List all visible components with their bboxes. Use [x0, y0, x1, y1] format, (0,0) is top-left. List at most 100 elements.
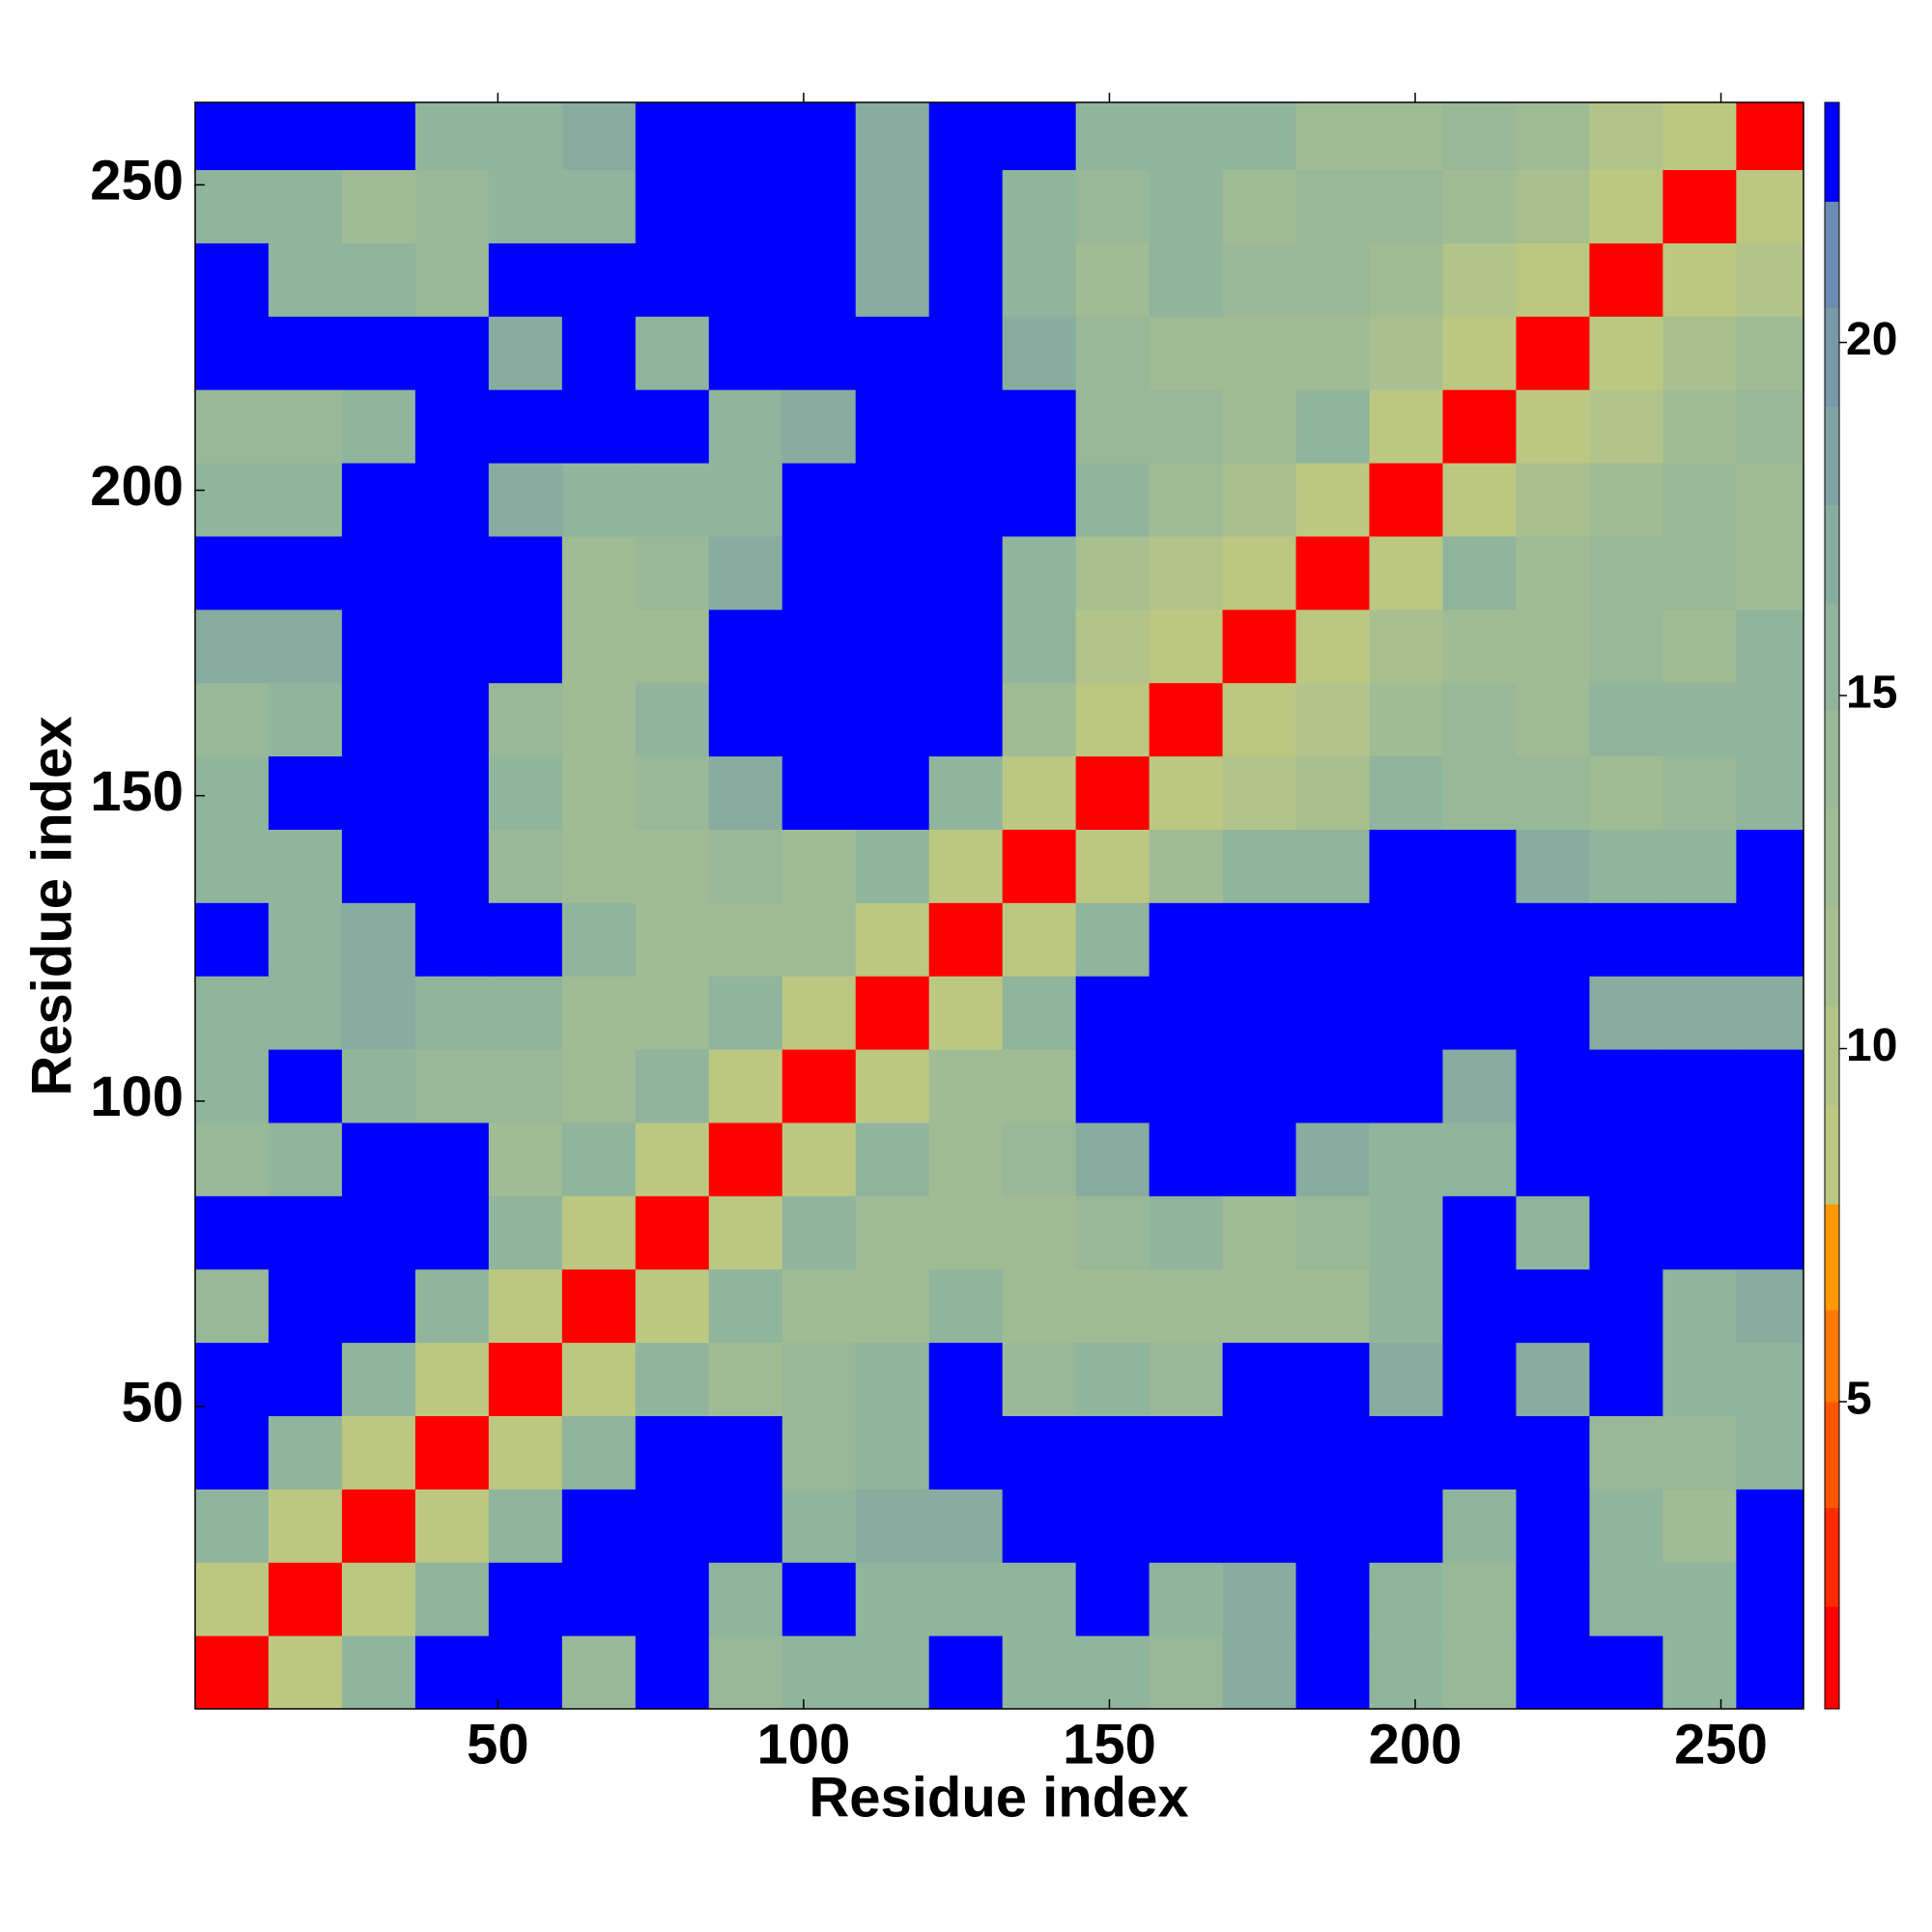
cell [1075, 242, 1151, 317]
cell [1516, 535, 1590, 611]
cell [928, 169, 1004, 243]
cell [855, 976, 930, 1050]
cell [195, 169, 270, 243]
cell [1662, 102, 1737, 171]
cell [1369, 242, 1443, 317]
cell [1589, 1415, 1663, 1490]
cell [268, 1195, 343, 1270]
cell [1442, 1489, 1517, 1563]
cell [781, 463, 857, 537]
cell [268, 902, 343, 977]
cell [1516, 829, 1590, 903]
colorbar-frame [1824, 101, 1840, 1710]
cell [635, 242, 710, 317]
cell [414, 1342, 490, 1416]
cell [1295, 976, 1371, 1050]
cell [1369, 609, 1443, 684]
cell [1736, 1342, 1804, 1416]
cell [1736, 609, 1804, 684]
cell [1589, 755, 1663, 830]
cell [1075, 1268, 1151, 1344]
cell [341, 902, 416, 977]
cell [1369, 1049, 1443, 1123]
cell [1222, 463, 1297, 537]
cell [195, 102, 270, 171]
cell [928, 1342, 1004, 1416]
cell [1075, 316, 1151, 390]
cell [1662, 1268, 1737, 1344]
cell [1369, 902, 1443, 977]
cell [708, 1635, 783, 1709]
cell [1369, 1562, 1443, 1636]
cell [708, 1415, 783, 1490]
cell [855, 755, 930, 830]
cell [635, 1489, 710, 1563]
cell [1149, 1562, 1224, 1636]
cell [1662, 169, 1737, 243]
cell [1222, 1562, 1297, 1636]
cell [341, 755, 416, 830]
cell [1662, 976, 1737, 1050]
cell [1295, 1049, 1371, 1123]
cell [341, 535, 416, 611]
cell [1516, 902, 1590, 977]
plot-frame [194, 101, 1804, 1710]
cell [268, 316, 343, 390]
cell [708, 316, 783, 390]
cell [1002, 609, 1077, 684]
cell [1149, 609, 1224, 684]
cell [928, 682, 1004, 757]
cell [414, 1049, 490, 1123]
cell [928, 242, 1004, 317]
cell [1222, 682, 1297, 757]
cell [195, 609, 270, 684]
cell [1002, 316, 1077, 390]
cell [488, 1562, 563, 1636]
cell [1295, 102, 1371, 171]
cell [1662, 1635, 1737, 1709]
cell [561, 316, 637, 390]
cell [1295, 1489, 1371, 1563]
cell [635, 682, 710, 757]
cell [1295, 316, 1371, 390]
colorbar-segment [1825, 604, 1839, 711]
cell [414, 829, 490, 903]
cell [1442, 169, 1517, 243]
cell [1295, 1562, 1371, 1636]
cell [635, 316, 710, 390]
cell [195, 463, 270, 537]
cell [1516, 1562, 1590, 1636]
cell [928, 1415, 1004, 1490]
cell [341, 1195, 416, 1270]
cell [1589, 316, 1663, 390]
cell [635, 1268, 710, 1344]
cell [781, 682, 857, 757]
cell [195, 389, 270, 464]
cell [1589, 829, 1663, 903]
cell [928, 829, 1004, 903]
cell [1149, 902, 1224, 977]
cell [1442, 829, 1517, 903]
cell [928, 102, 1004, 171]
cell [855, 609, 930, 684]
cell [1222, 1635, 1297, 1709]
cell [1149, 535, 1224, 611]
cell [561, 1635, 637, 1709]
cell [414, 1268, 490, 1344]
cell [1662, 1122, 1737, 1197]
cell [855, 1342, 930, 1416]
cell [855, 902, 930, 977]
cell [1295, 535, 1371, 611]
cell [928, 1562, 1004, 1636]
cell [341, 1562, 416, 1636]
cell [341, 316, 416, 390]
cell [341, 1342, 416, 1416]
cell [1442, 463, 1517, 537]
cell [1369, 1122, 1443, 1197]
cell [708, 242, 783, 317]
cell [488, 1635, 563, 1709]
cell [268, 976, 343, 1050]
cell [1002, 102, 1077, 171]
cell [561, 1489, 637, 1563]
